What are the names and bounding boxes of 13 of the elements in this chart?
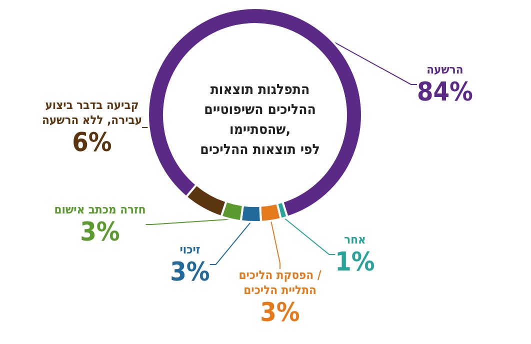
slice-label: אחר — [344, 232, 366, 246]
slice-label: הפסקת הליכים / התליית הליכים — [238, 268, 322, 297]
data-label: 3% — [80, 218, 120, 248]
text: התפלגות תוצאות ההליכים השיפוטיים שהסתיימו, לפי תוצאות ההליכים — [200, 82, 320, 158]
data-label: 84% — [417, 78, 473, 108]
slice-label: זיכוי — [180, 242, 200, 256]
data-label: 3% — [260, 298, 300, 328]
data-label: 6% — [72, 128, 112, 158]
data-label: 3% — [170, 258, 210, 288]
data-label: 1% — [335, 248, 375, 278]
slice-label: הרשעה — [426, 62, 464, 76]
slice-label: חזרה מכתב אישום — [54, 202, 146, 216]
slice-label: קביעה בדבר ביצוע עבירה, ללא הרשעה — [42, 98, 142, 127]
